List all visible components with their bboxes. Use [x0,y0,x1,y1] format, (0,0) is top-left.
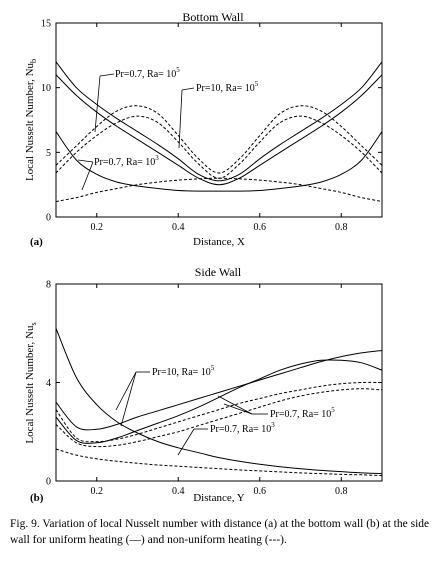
figure-caption: Fig. 9. Variation of local Nusselt numbe… [10,518,430,546]
annotation-a-pr10-ra1e5: Pr=10, Ra= 105 [178,80,259,149]
chart2-y-tick-label: 8 [46,280,51,291]
side-wall-y-axis-label: Local Nusselt Number, Nus [24,322,38,443]
side-wall-panel: Side Wall 0.2 0.4 0.6 0.8 0 4 8 Distance, Y Lo… [24,265,383,504]
annotation-b-pr07-ra1e3: Pr=0.7, Ra= 103 [177,421,275,456]
chart1-y-tick-label: 0 [46,213,51,224]
chart2-series-3-solid-line [55,328,383,475]
chart1-series-5-dashed-line [55,115,383,179]
side-wall-plot-frame [55,283,383,482]
bottom-wall-ticks: 0.2 0.4 0.6 0.8 0 5 10 15 [41,19,382,233]
chart2-x-tick-label: 0.6 [254,486,267,497]
annotation-a-pr07-ra1e3: Pr=0.7, Ra= 103 [77,154,159,191]
annotation-b-pr10-ra1e5: Pr=10, Ra= 105 [115,364,215,427]
bottom-wall-panel: Bottom Wall 0.2 0.4 0.6 0.8 0 5 10 15 Distance,… [24,10,383,248]
chart1-x-tick-label: 0.6 [254,222,267,233]
annotation-a-pr07-ra1e5-text: Pr=0.7, Ra= 105 [115,66,180,80]
bottom-wall-x-axis-label: Distance, X [193,236,245,248]
chart2-series-4-dashed-line [55,381,383,443]
side-wall-x-axis-label: Distance, Y [193,492,245,504]
chart2-series-6-dashed-line [55,448,383,477]
bottom-wall-plot-frame [55,22,383,218]
chart2-x-tick-label: 0.8 [335,486,348,497]
chart1-series-3-solid-line [55,131,383,192]
bottom-wall-y-axis-label: Local Nusselt Number, Nub [24,59,38,181]
bottom-wall-title: Bottom Wall [182,10,244,24]
side-wall-title: Side Wall [195,265,242,279]
annotation-b-pr07-ra1e5: Pr=0.7, Ra= 105 [217,395,335,420]
side-wall-series [55,328,383,477]
chart1-series-1-solid-line [55,61,383,182]
annotation-a-pr07-ra1e3-text: Pr=0.7, Ra= 103 [94,154,159,168]
chart1-x-tick-label: 0.4 [172,222,185,233]
chart2-series-1-solid-line [55,350,383,431]
annotation-b-pr07-ra1e3-text: Pr=0.7, Ra= 103 [210,421,275,435]
panel-a-label: (a) [30,236,43,248]
chart2-series-5-dashed-line [55,388,383,448]
panel-b-label: (b) [30,492,44,504]
chart1-x-tick-label: 0.2 [91,222,104,233]
chart1-x-tick-label: 0.8 [335,222,348,233]
figure: Bottom Wall 0.2 0.4 0.6 0.8 0 5 10 15 Distance,… [24,10,383,504]
chart1-y-tick-label: 5 [46,148,51,159]
chart2-x-tick-label: 0.2 [91,486,104,497]
annotation-b-pr07-ra1e5-text: Pr=0.7, Ra= 105 [270,406,335,420]
side-wall-ticks: 0.2 0.4 0.6 0.8 0 4 8 [46,280,382,497]
chart1-series-6-dashed-line [55,177,383,202]
bottom-wall-series [55,61,383,202]
chart2-y-tick-label: 0 [46,477,51,488]
annotation-b-pr10-ra1e5-text: Pr=10, Ra= 105 [152,364,215,378]
chart1-y-tick-label: 10 [41,83,51,94]
chart1-y-tick-label: 15 [41,19,51,30]
annotation-a-pr10-ra1e5-text: Pr=10, Ra= 105 [196,80,259,94]
annotation-a-pr07-ra1e5: Pr=0.7, Ra= 105 [94,66,180,133]
chart2-x-tick-label: 0.4 [172,486,185,497]
chart1-series-2-solid-line [55,74,383,186]
chart2-y-tick-label: 4 [46,378,51,389]
chart1-series-4-dashed-line [55,105,383,174]
